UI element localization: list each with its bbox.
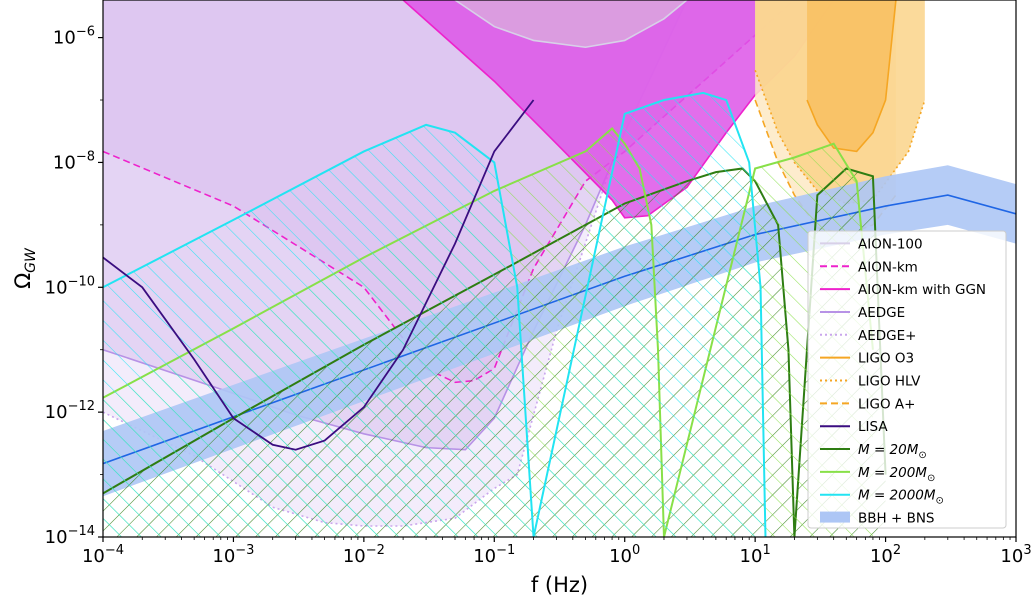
legend-label: BBH + BNS [858,511,935,527]
x-tick-label: 10−4 [82,543,124,567]
legend-item-aedge: AEDGE+ [820,328,916,344]
legend-label: LIGO HLV [858,374,921,390]
legend-item-m-200m: M = 200M⊙ [820,465,935,484]
y-tick-label: 10−12 [45,399,95,423]
legend-swatch [820,511,850,523]
x-tick-label: 103 [1000,543,1031,567]
curve-lisa [103,99,535,451]
legend-frame [807,230,1007,529]
y-tick-label: 10−6 [53,25,95,49]
legend-label: LISA [858,419,888,435]
legend-item-m-20m: M = 20M⊙ [820,442,927,461]
legend-item-ligo-hlv: LIGO HLV [820,374,921,390]
region-aion-100 [455,0,687,48]
legend-label: LIGO O3 [858,351,914,367]
legend-label: AION-km with GGN [858,282,986,298]
curve-m-2000m [103,91,767,537]
legend-item-ligo-o3: LIGO O3 [820,351,914,367]
region-aion-km-with-ggn [403,0,834,218]
legend-label: M = 20M⊙ [858,442,927,461]
plot-area [103,0,1016,537]
x-tick-label: 100 [609,543,640,567]
hatch-m-2000m [103,92,766,537]
x-tick-label: 10−3 [212,543,254,567]
legend-item-aion-100: AION-100 [820,236,923,252]
y-tick-label: 10−14 [45,524,95,548]
curve-ligo-hlv [754,69,926,205]
legend-item-bbh-bns: BBH + BNS [820,511,935,527]
legend-label: M = 2000M⊙ [858,488,944,507]
y-axis-title: ΩGW [11,247,39,289]
legend-label: AEDGE+ [858,328,916,344]
curve-ligo-o3 [806,0,897,153]
x-tick-label: 101 [740,543,771,567]
curve-aion-100 [454,0,688,49]
y-tick-label: 10−10 [45,274,95,298]
legend-item-m-2000m: M = 2000M⊙ [820,488,944,507]
legend: AION-100 AION-km AION-km with GGN AEDGE AEDG… [807,230,1007,529]
plot-frame [102,0,1017,538]
x-tick-label: 102 [870,543,901,567]
legend-label: AION-100 [858,236,923,252]
legend-label: LIGO A+ [858,396,915,412]
legend-item-aion-km-with-ggn: AION-km with GGN [820,282,986,298]
region-ligo-o3 [807,0,896,152]
legend-item-ligo-a: LIGO A+ [820,396,915,412]
legend-item-aedge: AEDGE [820,305,905,321]
x-axis-title: f (Hz) [531,573,588,597]
curve-layer [103,91,887,537]
legend-label: AION-km [858,259,918,275]
axis-ticks: 10−4 10−3 10−2 10−1 100 101 102 103 10−14 10−12 10… [45,25,1032,567]
y-tick-label: 10−8 [53,149,95,173]
legend-label: AEDGE [858,305,905,321]
legend-item-aion-km: AION-km [820,259,918,275]
x-tick-label: 10−2 [343,543,385,567]
x-tick-label: 10−1 [473,543,515,567]
legend-item-lisa: LISA [820,419,888,435]
legend-label: M = 200M⊙ [858,465,935,484]
